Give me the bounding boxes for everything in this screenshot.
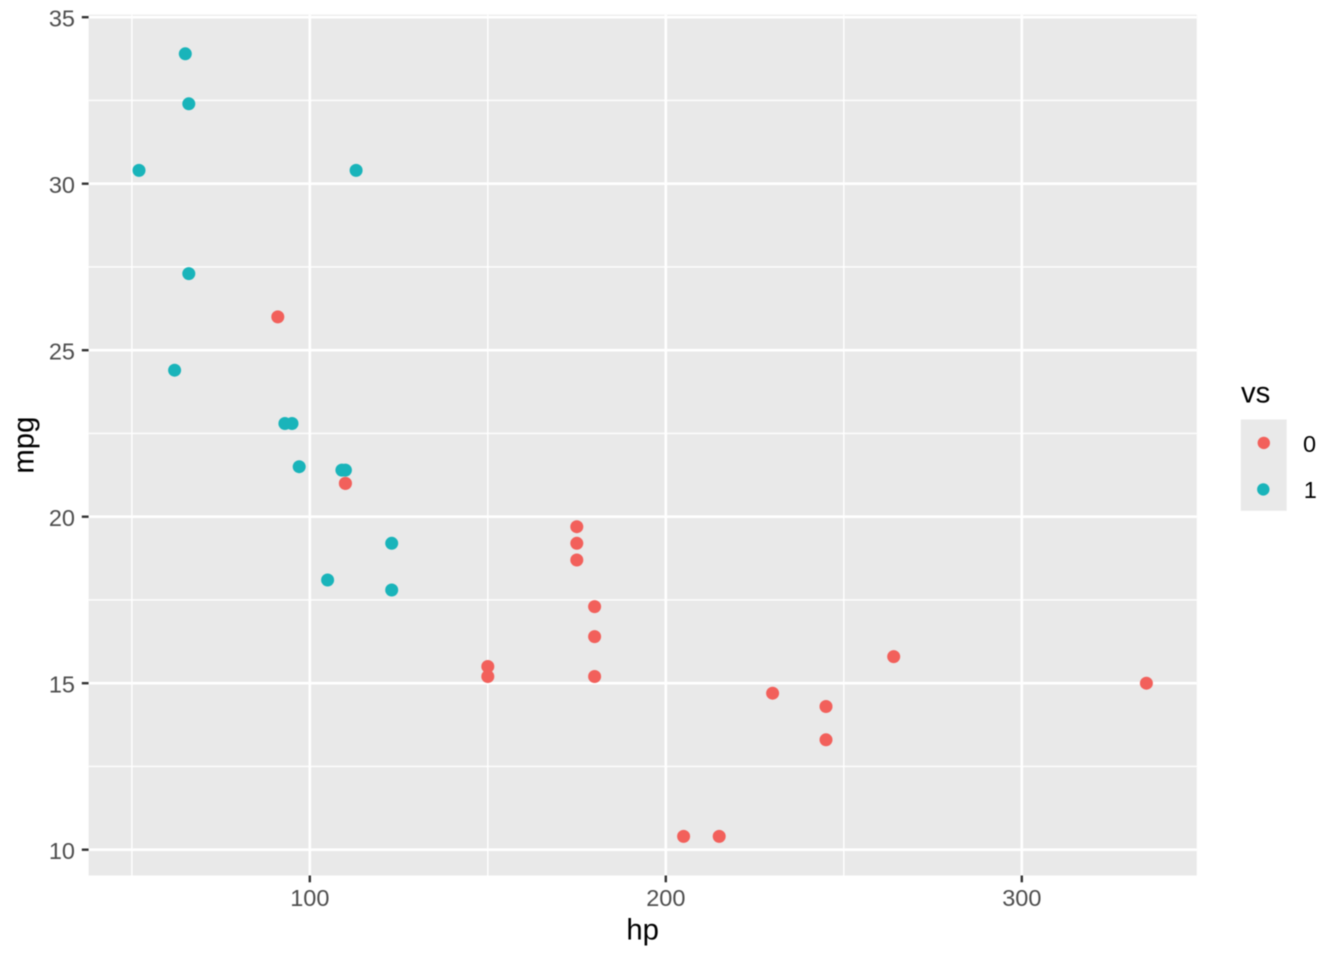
svg-text:15: 15	[49, 671, 75, 697]
svg-text:1: 1	[1304, 477, 1317, 503]
svg-text:10: 10	[49, 838, 75, 864]
svg-text:mpg: mpg	[8, 417, 41, 474]
svg-text:300: 300	[1002, 885, 1041, 911]
svg-text:35: 35	[49, 5, 75, 31]
svg-text:vs: vs	[1241, 377, 1270, 410]
svg-text:25: 25	[49, 338, 75, 364]
svg-text:200: 200	[646, 885, 685, 911]
svg-text:30: 30	[49, 172, 75, 198]
svg-text:0: 0	[1303, 431, 1316, 457]
svg-text:100: 100	[290, 885, 329, 911]
svg-text:20: 20	[49, 505, 75, 531]
svg-text:hp: hp	[626, 914, 659, 947]
